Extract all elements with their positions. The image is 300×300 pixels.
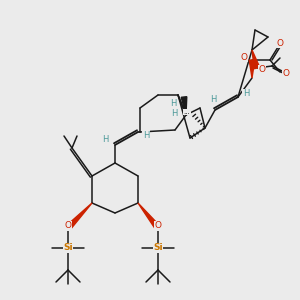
Polygon shape: [249, 60, 255, 78]
Text: H: H: [171, 109, 177, 118]
Polygon shape: [66, 203, 92, 230]
Text: O: O: [241, 52, 248, 62]
Text: H: H: [170, 98, 176, 107]
Text: O: O: [283, 70, 290, 79]
Text: ...: ...: [184, 109, 190, 115]
Polygon shape: [138, 203, 160, 230]
Text: H: H: [243, 89, 249, 98]
Text: O: O: [64, 221, 71, 230]
Text: H: H: [143, 130, 149, 140]
Polygon shape: [252, 50, 260, 69]
Polygon shape: [181, 97, 187, 115]
Text: H: H: [102, 136, 108, 145]
Text: Si: Si: [153, 244, 163, 253]
Text: O: O: [259, 65, 266, 74]
Text: O: O: [154, 221, 161, 230]
Text: Si: Si: [63, 244, 73, 253]
Text: O: O: [277, 38, 284, 47]
Text: H: H: [210, 95, 216, 104]
